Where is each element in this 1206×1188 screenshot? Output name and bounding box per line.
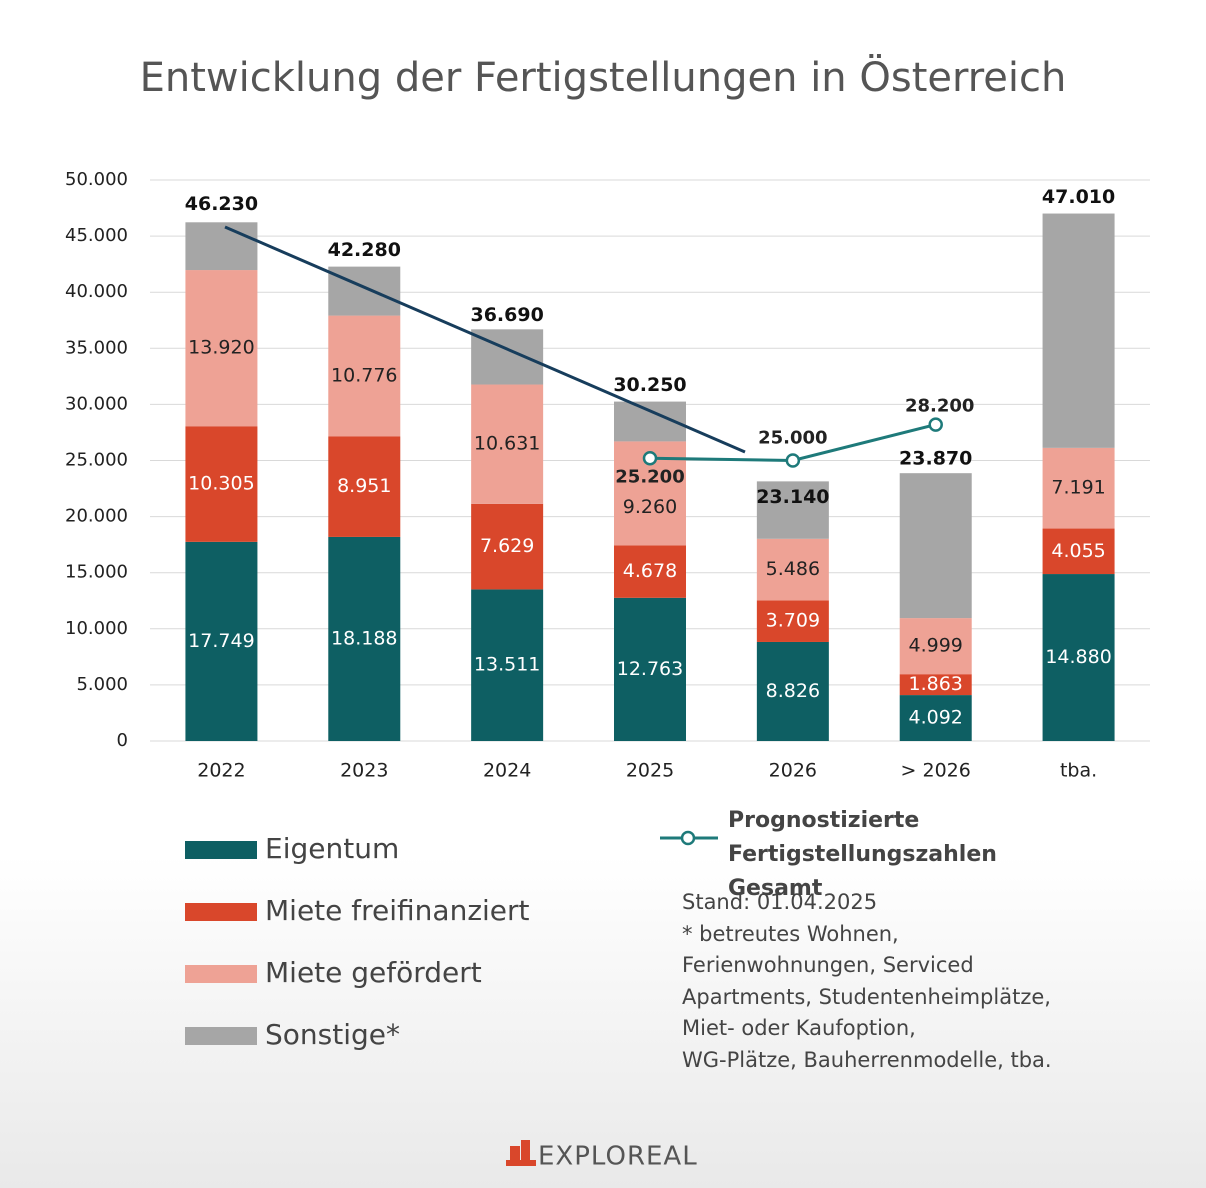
data-label: 14.880 [1045, 646, 1111, 668]
trend-line [224, 225, 746, 454]
chart-title: Entwicklung der Fertigstellungen in Öste… [140, 53, 1067, 101]
data-label: 8.826 [766, 680, 820, 702]
y-tick-label: 20.000 [65, 506, 128, 527]
bar-segment [899, 674, 972, 696]
data-label: 12.763 [617, 658, 683, 680]
data-label: 17.749 [188, 630, 254, 652]
data-label: 4.678 [623, 560, 677, 582]
data-label: 18.188 [331, 627, 397, 649]
bar-segment [899, 473, 972, 619]
bar-segment [471, 503, 544, 590]
bar-segment [614, 597, 686, 741]
data-label: 4.055 [1051, 540, 1105, 562]
logo-text: EXPLOREAL [538, 1142, 698, 1172]
forecast-point [785, 453, 801, 468]
y-tick-label: 45.000 [65, 225, 128, 246]
y-tick-label: 5.000 [76, 674, 128, 695]
forecast-label: 25.000 [758, 428, 827, 449]
total-label: 23.140 [756, 486, 829, 508]
bar-segment [185, 270, 258, 427]
data-label: 4.092 [909, 707, 963, 729]
bar-segment [328, 436, 401, 537]
x-tick-label: tba. [1060, 760, 1097, 782]
y-tick-label: 40.000 [65, 281, 128, 302]
bar-segment [756, 481, 829, 539]
bar-segment [328, 536, 401, 741]
data-label: 1.863 [909, 673, 963, 695]
forecast-label: 25.200 [615, 466, 684, 487]
data-label: 7.629 [480, 535, 534, 557]
bar-segment [756, 538, 829, 601]
bar-segment [1042, 574, 1115, 741]
y-tick-label: 10.000 [65, 618, 128, 639]
total-label: 30.250 [613, 374, 686, 396]
total-label: 47.010 [1042, 186, 1115, 208]
bar-segment [185, 426, 258, 542]
x-tick-label: > 2026 [901, 760, 971, 782]
data-label: 13.511 [474, 654, 540, 676]
data-label: 9.260 [623, 496, 677, 518]
bar-segment [614, 545, 686, 598]
total-label: 36.690 [470, 304, 543, 326]
y-tick-label: 0 [117, 730, 128, 751]
x-tick-label: 2024 [483, 760, 531, 782]
legend-label: Miete freifinanziert [265, 894, 530, 927]
forecast-point [642, 451, 658, 466]
bar-segment [756, 600, 829, 642]
data-label: 7.191 [1051, 477, 1105, 499]
bar-segment [1042, 447, 1115, 529]
legend-point [680, 830, 696, 846]
x-tick-label: 2026 [769, 760, 817, 782]
data-label: 3.709 [766, 610, 820, 632]
y-tick-label: 50.000 [65, 169, 128, 190]
bar-segment [471, 589, 544, 741]
y-tick-label: 35.000 [65, 337, 128, 358]
logo-icon [506, 1140, 536, 1166]
y-tick-label: 15.000 [65, 562, 128, 583]
legend-swatch [185, 903, 257, 921]
legend-swatch [185, 1027, 257, 1045]
forecast-label: 28.200 [905, 396, 974, 417]
bar-segment [328, 315, 401, 437]
forecast-point [928, 417, 943, 432]
data-label: 13.920 [188, 337, 254, 359]
x-tick-label: 2025 [626, 760, 674, 782]
x-tick-label: 2023 [340, 760, 388, 782]
bar-segment [1042, 213, 1115, 448]
total-label: 23.870 [899, 448, 972, 470]
legend-swatch [185, 841, 257, 859]
footnote-line: Ferienwohnungen, Serviced [682, 953, 974, 978]
bar-segment [185, 541, 258, 741]
legend-label: Sonstige* [265, 1018, 400, 1051]
y-tick-label: 30.000 [65, 393, 128, 414]
data-label: 10.305 [188, 473, 254, 495]
footnote-line: Apartments, Studentenheimplätze, [682, 984, 1051, 1009]
data-label: 10.776 [331, 365, 397, 387]
bar-segment [185, 222, 258, 271]
data-label: 5.486 [766, 558, 820, 580]
legend-label: Eigentum [265, 832, 399, 865]
x-tick-label: 2022 [197, 760, 245, 782]
total-label: 46.230 [185, 193, 258, 215]
data-label: 10.631 [474, 433, 540, 455]
line-legend-text: Prognostizierte Fertigstellungszahlen Ge… [728, 808, 997, 901]
total-label: 42.280 [328, 239, 401, 261]
data-label: 4.999 [909, 635, 963, 657]
legend-label: Miete gefördert [265, 956, 482, 989]
bar-segment [328, 266, 401, 316]
footnote-line: * betreutes Wohnen, [682, 921, 899, 946]
data-label: 8.951 [337, 475, 391, 497]
footnote-line: Miet- oder Kaufoption, [682, 1016, 916, 1041]
bar-segment [899, 695, 972, 741]
bar-segment [471, 384, 544, 504]
legend-swatch [185, 965, 257, 983]
footnote-line: WG-Plätze, Bauherrenmodelle, tba. [682, 1048, 1052, 1072]
bar-segment [899, 618, 972, 675]
y-tick-label: 25.000 [65, 450, 128, 471]
bar-segment [756, 641, 829, 741]
footnote-line: Stand: 01.04.2025 [682, 890, 878, 914]
bar-segment [1042, 528, 1115, 575]
